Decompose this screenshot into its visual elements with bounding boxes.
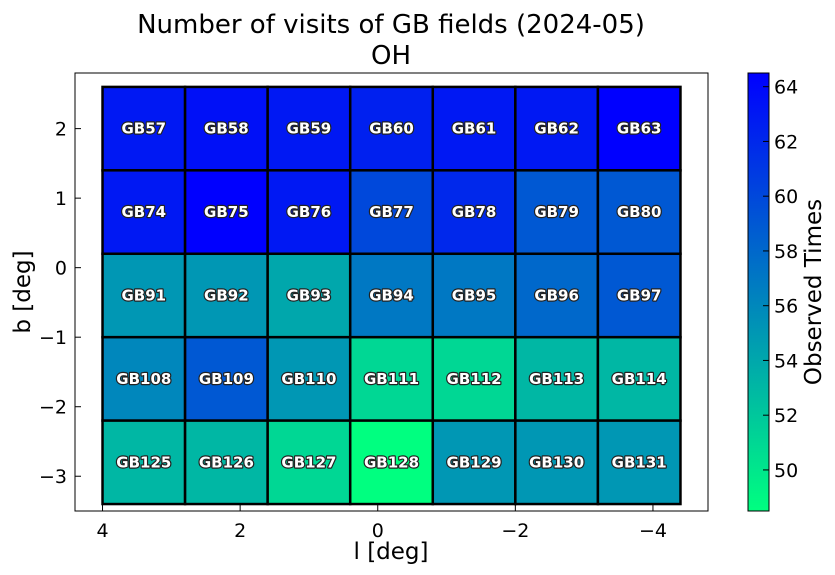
chart-title: Number of visits of GB fields (2024-05) [137, 10, 645, 40]
cell-label-gb75: GB75 [204, 203, 249, 221]
cell-label-gb61: GB61 [452, 120, 497, 138]
cell-gb57 [101, 85, 187, 172]
cell-gb109 [183, 335, 269, 422]
cell-label-gb60: GB60 [369, 120, 414, 138]
cell-gb80 [596, 169, 682, 256]
colorbar-tick-label: 60 [774, 186, 798, 208]
cell-label-gb95: GB95 [452, 286, 497, 304]
cell-gb78 [431, 169, 517, 256]
y-tick-label: 0 [55, 258, 67, 280]
cell-gb113 [514, 335, 600, 422]
colorbar-ticks: 50 52 54 56 58 60 62 64 [763, 77, 798, 482]
cell-label-gb112: GB112 [447, 370, 502, 388]
cell-gb93 [266, 252, 352, 339]
cell-gb130 [514, 419, 600, 506]
x-axis-ticks: 4 2 0 −2 −4 [96, 505, 667, 542]
heatmap-cells: GB57 GB58 GB59 GB60 GB61 GB62 GB63 GB74 GB75 GB76… [101, 85, 682, 506]
cell-label-gb92: GB92 [204, 286, 249, 304]
x-axis-label: l [deg] [354, 539, 429, 565]
cell-label-gb94: GB94 [369, 286, 414, 304]
cell-label-gb127: GB127 [281, 453, 336, 471]
cell-gb95 [431, 252, 517, 339]
y-tick-label: −2 [39, 397, 67, 419]
colorbar-tick-label: 52 [774, 405, 798, 427]
y-axis-ticks: 2 1 0 −1 −2 −3 [39, 119, 81, 488]
cell-label-gb77: GB77 [369, 203, 414, 221]
cell-label-gb114: GB114 [612, 370, 667, 388]
cell-label-gb130: GB130 [529, 453, 584, 471]
cell-label-gb96: GB96 [534, 286, 579, 304]
cell-gb58 [183, 85, 269, 172]
cell-label-gb108: GB108 [116, 370, 171, 388]
cell-label-gb109: GB109 [199, 370, 254, 388]
cell-label-gb128: GB128 [364, 453, 419, 471]
x-tick-label: −4 [639, 520, 667, 542]
cell-label-gb78: GB78 [452, 203, 497, 221]
cell-label-gb97: GB97 [617, 286, 662, 304]
cell-label-gb62: GB62 [534, 120, 579, 138]
cell-gb127 [266, 419, 352, 506]
chart-subtitle: OH [371, 41, 411, 71]
cell-gb108 [101, 335, 187, 422]
colorbar [747, 72, 770, 512]
y-tick-label: −3 [39, 466, 67, 488]
cell-label-gb63: GB63 [617, 120, 662, 138]
cell-label-gb79: GB79 [534, 203, 579, 221]
cell-label-gb131: GB131 [612, 453, 667, 471]
plot-frame [74, 72, 709, 512]
cell-gb92 [183, 252, 269, 339]
cell-label-gb129: GB129 [447, 453, 502, 471]
cell-gb96 [514, 252, 600, 339]
cell-label-gb126: GB126 [199, 453, 254, 471]
cell-gb97 [596, 252, 682, 339]
colorbar-tick-label: 50 [774, 460, 798, 482]
colorbar-tick-label: 64 [774, 77, 798, 99]
colorbar-tick-label: 56 [774, 296, 798, 318]
x-tick-label: −2 [501, 520, 529, 542]
cell-label-gb57: GB57 [121, 120, 166, 138]
cell-label-gb59: GB59 [287, 120, 332, 138]
cell-label-gb74: GB74 [121, 203, 166, 221]
cell-gb125 [101, 419, 187, 506]
colorbar-tick-label: 58 [774, 241, 798, 263]
cell-label-gb111: GB111 [364, 370, 419, 388]
y-tick-label: −1 [39, 327, 67, 349]
cell-gb76 [266, 169, 352, 256]
colorbar-label: Observed Times [801, 199, 827, 385]
cell-label-gb58: GB58 [204, 120, 249, 138]
cell-label-gb91: GB91 [121, 286, 166, 304]
y-axis-label: b [deg] [10, 250, 36, 333]
cell-label-gb113: GB113 [529, 370, 584, 388]
y-tick-label: 1 [55, 188, 67, 210]
cell-gb74 [101, 169, 187, 256]
x-tick-label: 4 [96, 520, 108, 542]
x-tick-label: 0 [372, 520, 384, 542]
cell-label-gb125: GB125 [116, 453, 171, 471]
colorbar-tick-label: 62 [774, 131, 798, 153]
cell-label-gb93: GB93 [287, 286, 332, 304]
y-tick-label: 2 [55, 119, 67, 141]
cell-gb131 [596, 419, 682, 506]
colorbar-tick-label: 54 [774, 350, 798, 372]
cell-label-gb110: GB110 [281, 370, 336, 388]
x-tick-label: 2 [234, 520, 246, 542]
cell-label-gb76: GB76 [287, 203, 332, 221]
cell-label-gb80: GB80 [617, 203, 662, 221]
cell-gb62 [514, 85, 600, 172]
